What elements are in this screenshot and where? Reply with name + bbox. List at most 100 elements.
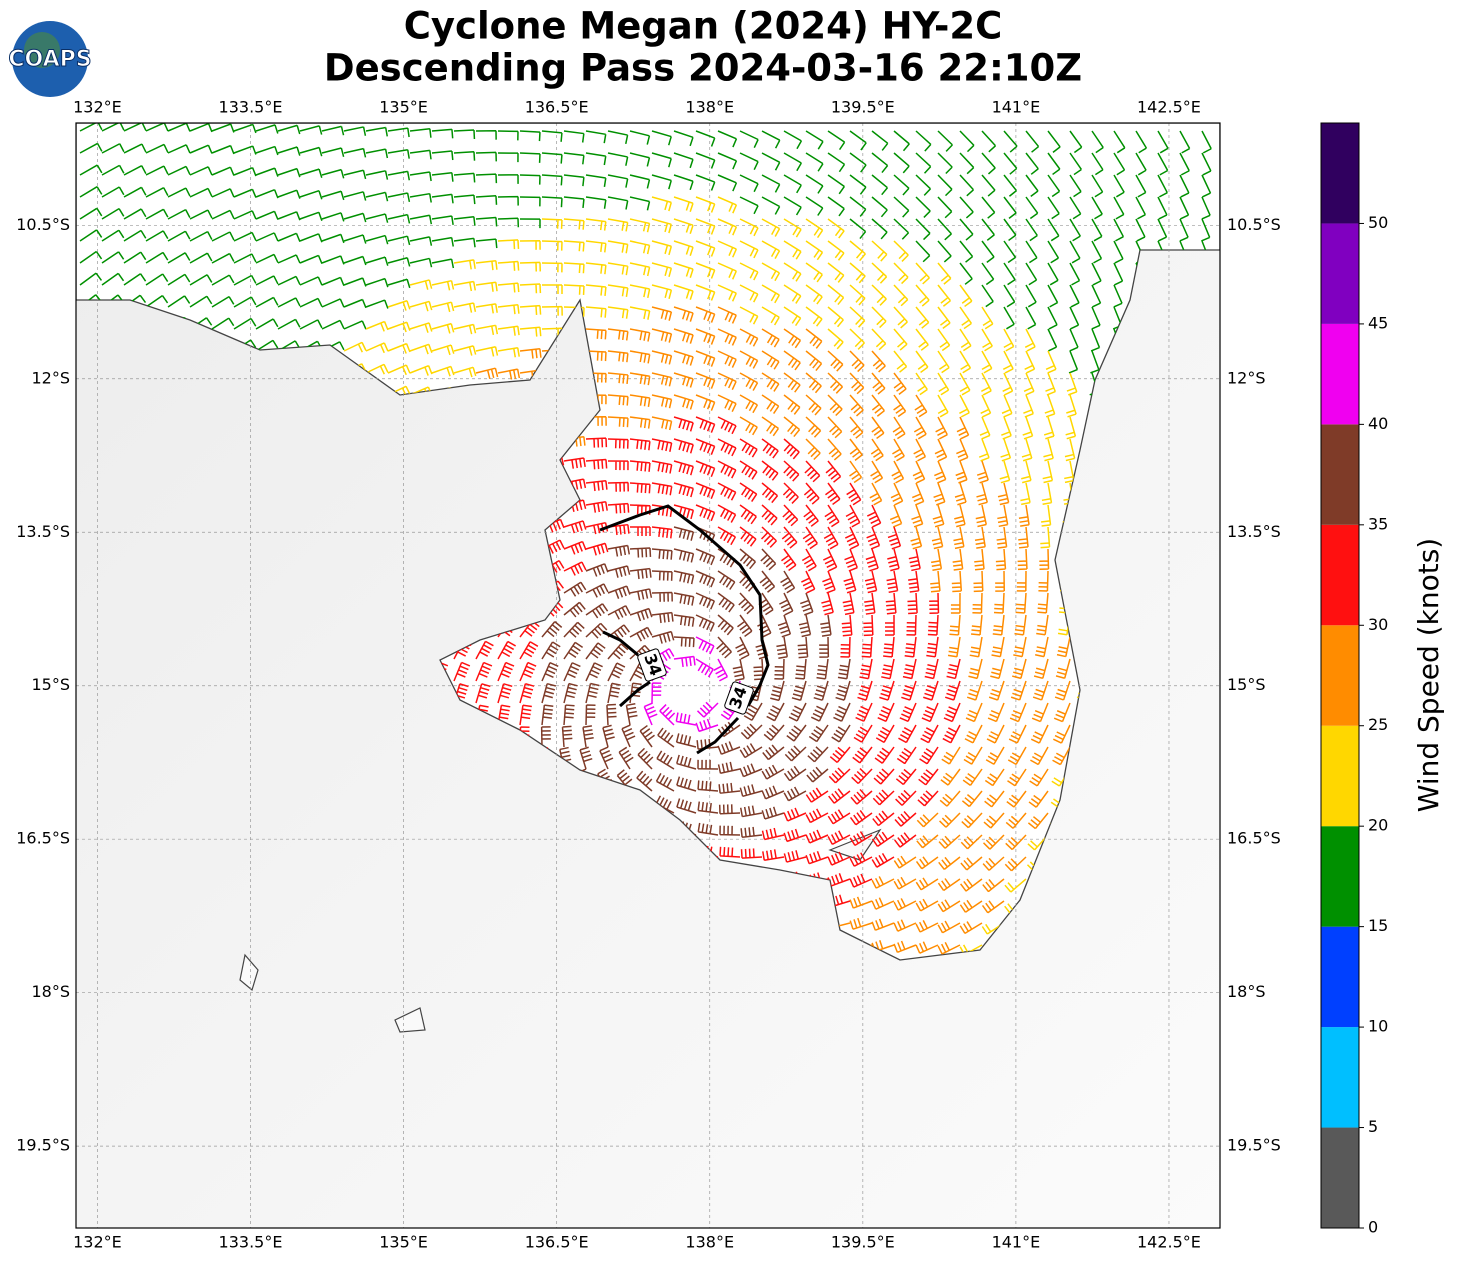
wind-barb: [519, 283, 542, 294]
wind-barb: [1027, 812, 1049, 830]
wind-barb: [865, 548, 879, 572]
wind-barb: [651, 438, 673, 452]
wind-barb: [1022, 416, 1034, 440]
wind-barb: [841, 614, 853, 637]
wind-barb: [1201, 196, 1211, 220]
wind-barb: [1003, 152, 1018, 175]
wind-barb: [827, 328, 844, 350]
wind-barb: [893, 152, 910, 174]
wind-barb: [849, 306, 866, 328]
wind-barb: [697, 780, 719, 792]
wind-barb: [852, 746, 873, 764]
wind-barb: [607, 662, 626, 682]
wind-barb: [1045, 350, 1057, 374]
wind-barb: [827, 218, 845, 239]
wind-barb: [409, 214, 433, 225]
wind-barb: [189, 252, 213, 264]
lon-tick-label: 133.5°E: [219, 1233, 283, 1252]
wind-barb: [145, 123, 169, 132]
wind-barb: [563, 641, 584, 660]
wind-barb: [791, 680, 807, 701]
wind-barb: [805, 416, 822, 438]
wind-barb: [717, 328, 737, 346]
wind-barb: [607, 438, 629, 449]
wind-barb: [167, 230, 191, 242]
wind-barb: [893, 328, 908, 351]
wind-barb: [475, 303, 498, 314]
wind-barb: [837, 658, 851, 680]
wind-barb: [695, 262, 716, 279]
wind-barb: [1201, 152, 1212, 176]
wind-barb: [519, 661, 537, 682]
wind-barb: [167, 295, 191, 308]
wind-barb: [585, 479, 608, 492]
wind-barb: [651, 682, 662, 704]
wind-barb: [453, 366, 477, 378]
wind-barb: [892, 438, 905, 462]
wind-barb: [675, 712, 697, 726]
wind-barb: [717, 240, 738, 258]
lat-tick-label: 10.5°S: [16, 215, 70, 234]
wind-barb: [695, 570, 716, 588]
wind-barb: [563, 520, 587, 534]
wind-barb: [189, 123, 213, 133]
wind-barb: [211, 231, 235, 242]
wind-barb: [908, 548, 921, 572]
wind-barb: [1029, 768, 1049, 787]
wind-barb: [960, 856, 983, 871]
wind-barb: [871, 831, 895, 847]
colorbar-segment: [1321, 725, 1359, 827]
wind-barb: [954, 482, 967, 506]
wind-barb: [783, 262, 802, 282]
wind-barb: [277, 146, 301, 156]
wind-barb: [673, 196, 694, 213]
wind-barb: [1036, 614, 1049, 636]
wind-barb: [431, 344, 455, 356]
wind-barb: [1113, 130, 1126, 154]
wind-barb: [783, 196, 802, 216]
wind-barb: [651, 482, 673, 496]
wind-barb: [956, 416, 970, 440]
wind-barb: [913, 416, 927, 440]
wind-barb: [1032, 680, 1049, 701]
wind-barb: [1010, 680, 1027, 701]
wind-barb: [776, 636, 788, 659]
wind-barb: [959, 284, 973, 308]
wind-barb: [541, 284, 563, 294]
wind-barb: [916, 812, 939, 828]
wind-barb: [871, 218, 888, 240]
wind-barb: [761, 438, 779, 459]
wind-barb: [651, 611, 674, 624]
wind-barb: [497, 704, 511, 726]
wind-barb: [365, 148, 389, 159]
wind-barb: [947, 636, 961, 658]
wind-barb: [783, 218, 802, 238]
wind-barb: [1064, 460, 1075, 484]
wind-barb: [739, 130, 759, 148]
wind-barb: [541, 641, 561, 660]
wind-barb: [475, 259, 498, 271]
wind-barb: [585, 662, 603, 682]
lon-tick-label: 132°E: [73, 1233, 122, 1252]
wind-barb: [607, 262, 629, 276]
wind-barb: [828, 767, 851, 784]
wind-barb: [949, 614, 961, 636]
wind-barb: [893, 130, 910, 152]
wind-barb: [713, 658, 729, 682]
wind-barb: [807, 746, 829, 763]
wind-barb: [277, 275, 301, 286]
wind-barb: [783, 394, 801, 415]
wind-barb: [475, 195, 498, 205]
wind-barb: [629, 607, 653, 622]
wind-barb: [923, 680, 939, 701]
wind-barb: [739, 526, 757, 547]
wind-barb: [541, 218, 563, 229]
colorbar-segment: [1321, 424, 1359, 525]
wind-barb: [211, 252, 235, 264]
wind-barb: [497, 152, 519, 163]
wind-barb: [673, 240, 694, 256]
wind-barb: [1054, 680, 1071, 701]
wind-barb: [959, 262, 973, 285]
wind-barb: [935, 416, 948, 440]
wind-barb: [651, 548, 673, 560]
